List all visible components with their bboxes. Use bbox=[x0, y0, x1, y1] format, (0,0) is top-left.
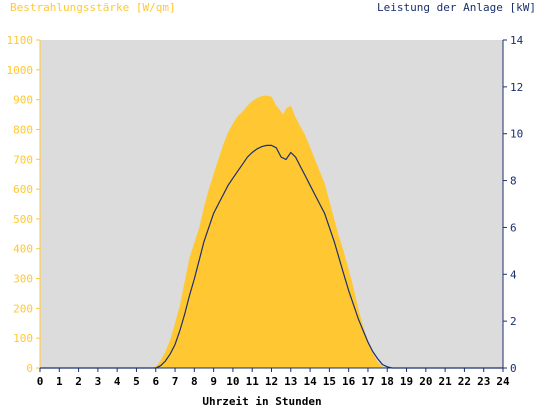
irradiance-area bbox=[40, 95, 503, 368]
right-tick-label: 0 bbox=[510, 362, 517, 375]
left-tick-label: 500 bbox=[13, 213, 33, 226]
x-tick-label: 24 bbox=[496, 375, 510, 388]
left-tick-label: 600 bbox=[13, 183, 33, 196]
left-tick-label: 900 bbox=[13, 94, 33, 107]
x-tick-label: 19 bbox=[400, 375, 413, 388]
right-tick-label: 10 bbox=[510, 128, 523, 141]
left-axis-title: Bestrahlungsstärke [W/qm] bbox=[10, 1, 176, 14]
x-tick-label: 9 bbox=[210, 375, 217, 388]
x-tick-label: 15 bbox=[323, 375, 336, 388]
x-tick-label: 11 bbox=[246, 375, 260, 388]
x-tick-label: 7 bbox=[172, 375, 179, 388]
left-tick-label: 0 bbox=[26, 362, 33, 375]
left-tick-label: 800 bbox=[13, 123, 33, 136]
x-tick-label: 20 bbox=[419, 375, 432, 388]
x-tick-label: 10 bbox=[226, 375, 239, 388]
left-tick-label: 1000 bbox=[7, 64, 34, 77]
x-axis-label: Uhrzeit in Stunden bbox=[202, 395, 321, 408]
x-tick-label: 0 bbox=[37, 375, 44, 388]
left-tick-label: 200 bbox=[13, 302, 33, 315]
left-tick-label: 100 bbox=[13, 332, 33, 345]
x-tick-label: 21 bbox=[439, 375, 453, 388]
right-tick-label: 2 bbox=[510, 315, 517, 328]
right-axis-ticks: 0 2 4 6 8 10 12 14 bbox=[503, 34, 524, 375]
series-layer bbox=[40, 95, 503, 369]
x-tick-label: 18 bbox=[381, 375, 394, 388]
right-tick-label: 6 bbox=[510, 221, 517, 234]
left-tick-label: 300 bbox=[13, 273, 33, 286]
x-tick-label: 12 bbox=[265, 375, 278, 388]
x-tick-label: 2 bbox=[75, 375, 82, 388]
right-tick-label: 12 bbox=[510, 81, 523, 94]
x-tick-label: 5 bbox=[133, 375, 140, 388]
left-tick-label: 400 bbox=[13, 243, 33, 256]
x-tick-label: 23 bbox=[477, 375, 490, 388]
x-tick-label: 17 bbox=[361, 375, 374, 388]
left-tick-label: 700 bbox=[13, 153, 33, 166]
x-tick-label: 4 bbox=[114, 375, 121, 388]
x-tick-label: 22 bbox=[458, 375, 471, 388]
x-tick-label: 16 bbox=[342, 375, 356, 388]
right-tick-label: 14 bbox=[510, 34, 524, 47]
x-axis-ticks: 0 1 2 3 4 5 6 7 8 9 10 11 12 13 14 15 16 17 18 19 20 21 22 23 24 bbox=[37, 368, 510, 388]
right-axis-title: Leistung der Anlage [kW] bbox=[377, 1, 536, 14]
right-tick-label: 4 bbox=[510, 268, 517, 281]
power-line bbox=[40, 144, 503, 369]
x-tick-label: 14 bbox=[303, 375, 317, 388]
x-tick-label: 13 bbox=[284, 375, 297, 388]
right-tick-label: 8 bbox=[510, 175, 517, 188]
left-tick-label: 1100 bbox=[7, 34, 34, 47]
x-tick-label: 3 bbox=[95, 375, 102, 388]
x-tick-label: 8 bbox=[191, 375, 198, 388]
x-tick-label: 6 bbox=[152, 375, 159, 388]
x-tick-label: 1 bbox=[56, 375, 63, 388]
left-axis-ticks: 0 100 200 300 400 500 600 700 800 900 1000 1100 bbox=[7, 34, 40, 375]
